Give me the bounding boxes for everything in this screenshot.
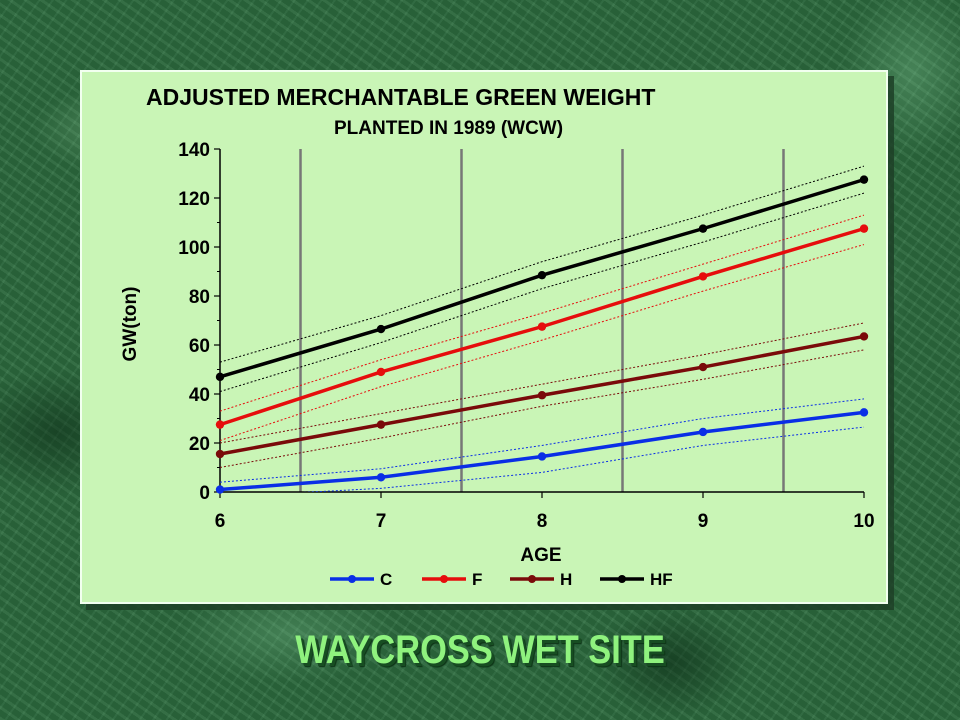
series-h-point bbox=[537, 391, 547, 400]
series-h-point bbox=[376, 420, 386, 429]
series-c-upper-bound bbox=[220, 398, 864, 483]
x-tick-label: 7 bbox=[376, 511, 387, 532]
legend-label: F bbox=[472, 570, 482, 589]
y-tick-label: 140 bbox=[178, 140, 210, 161]
y-axis-label: GW(ton) bbox=[120, 287, 141, 362]
y-tick-label: 120 bbox=[178, 189, 210, 210]
legend-swatch-marker bbox=[528, 575, 536, 583]
series-hf-point bbox=[376, 324, 386, 334]
series-c-line bbox=[219, 410, 865, 492]
legend-label: H bbox=[560, 570, 572, 589]
series-f-point bbox=[376, 367, 386, 377]
series-c-lower-bound bbox=[302, 426, 864, 492]
x-tick-label: 8 bbox=[537, 511, 548, 532]
chart-subtitle: PLANTED IN 1989 (WCW) bbox=[334, 118, 563, 139]
series-hf-point bbox=[698, 224, 708, 233]
chart-title: ADJUSTED MERCHANTABLE GREEN WEIGHT bbox=[146, 84, 655, 110]
legend-swatch-marker bbox=[618, 575, 626, 583]
series-h-point bbox=[215, 449, 225, 459]
series-f-point bbox=[698, 272, 708, 281]
series-hf-point bbox=[215, 372, 225, 382]
y-tick-label: 60 bbox=[189, 336, 210, 357]
series-h-lower-bound bbox=[220, 349, 864, 468]
series-f-point bbox=[537, 322, 547, 331]
site-title: WAYCROSS WET SITE bbox=[295, 628, 665, 672]
chart-panel: ADJUSTED MERCHANTABLE GREEN WEIGHT PLANT… bbox=[80, 70, 888, 604]
legend-label: C bbox=[380, 570, 392, 589]
series-hf-point bbox=[859, 175, 869, 184]
series-c-point bbox=[215, 485, 225, 494]
x-tick-label: 10 bbox=[853, 511, 874, 532]
series-f-point bbox=[859, 224, 869, 233]
series-f-lower-bound bbox=[220, 244, 864, 442]
series-h-upper-bound bbox=[220, 322, 864, 444]
series-hf-upper-bound bbox=[220, 165, 864, 363]
series-c-point bbox=[376, 473, 386, 482]
legend-swatch-marker bbox=[348, 575, 356, 583]
series-c-point bbox=[859, 408, 869, 417]
y-tick-label: 100 bbox=[178, 238, 210, 259]
y-tick-label: 20 bbox=[189, 434, 210, 455]
series-f-point bbox=[215, 420, 225, 429]
x-axis-label: AGE bbox=[520, 545, 561, 566]
series-c-point bbox=[698, 427, 708, 437]
series-f-upper-bound bbox=[220, 214, 864, 412]
x-tick-label: 6 bbox=[215, 511, 226, 532]
legend: C F H HF bbox=[330, 570, 673, 589]
y-tick-label: 40 bbox=[189, 385, 210, 406]
y-tick-label: 80 bbox=[189, 287, 210, 308]
series-group bbox=[220, 165, 864, 492]
series-hf-lower-bound bbox=[220, 192, 864, 393]
legend-swatch-marker bbox=[440, 575, 448, 583]
legend-label: HF bbox=[650, 570, 673, 589]
y-tick-label: 0 bbox=[199, 483, 210, 504]
series-h-point bbox=[698, 362, 708, 372]
chart-svg: ADJUSTED MERCHANTABLE GREEN WEIGHT PLANT… bbox=[120, 84, 875, 589]
x-tick-label: 9 bbox=[698, 511, 709, 532]
series-hf-point bbox=[537, 270, 547, 280]
series-h-point bbox=[859, 332, 869, 341]
series-c-point bbox=[537, 452, 547, 461]
plot-area: 0 20 40 60 80 100 120 140 6 7 8 9 10 bbox=[178, 140, 874, 532]
